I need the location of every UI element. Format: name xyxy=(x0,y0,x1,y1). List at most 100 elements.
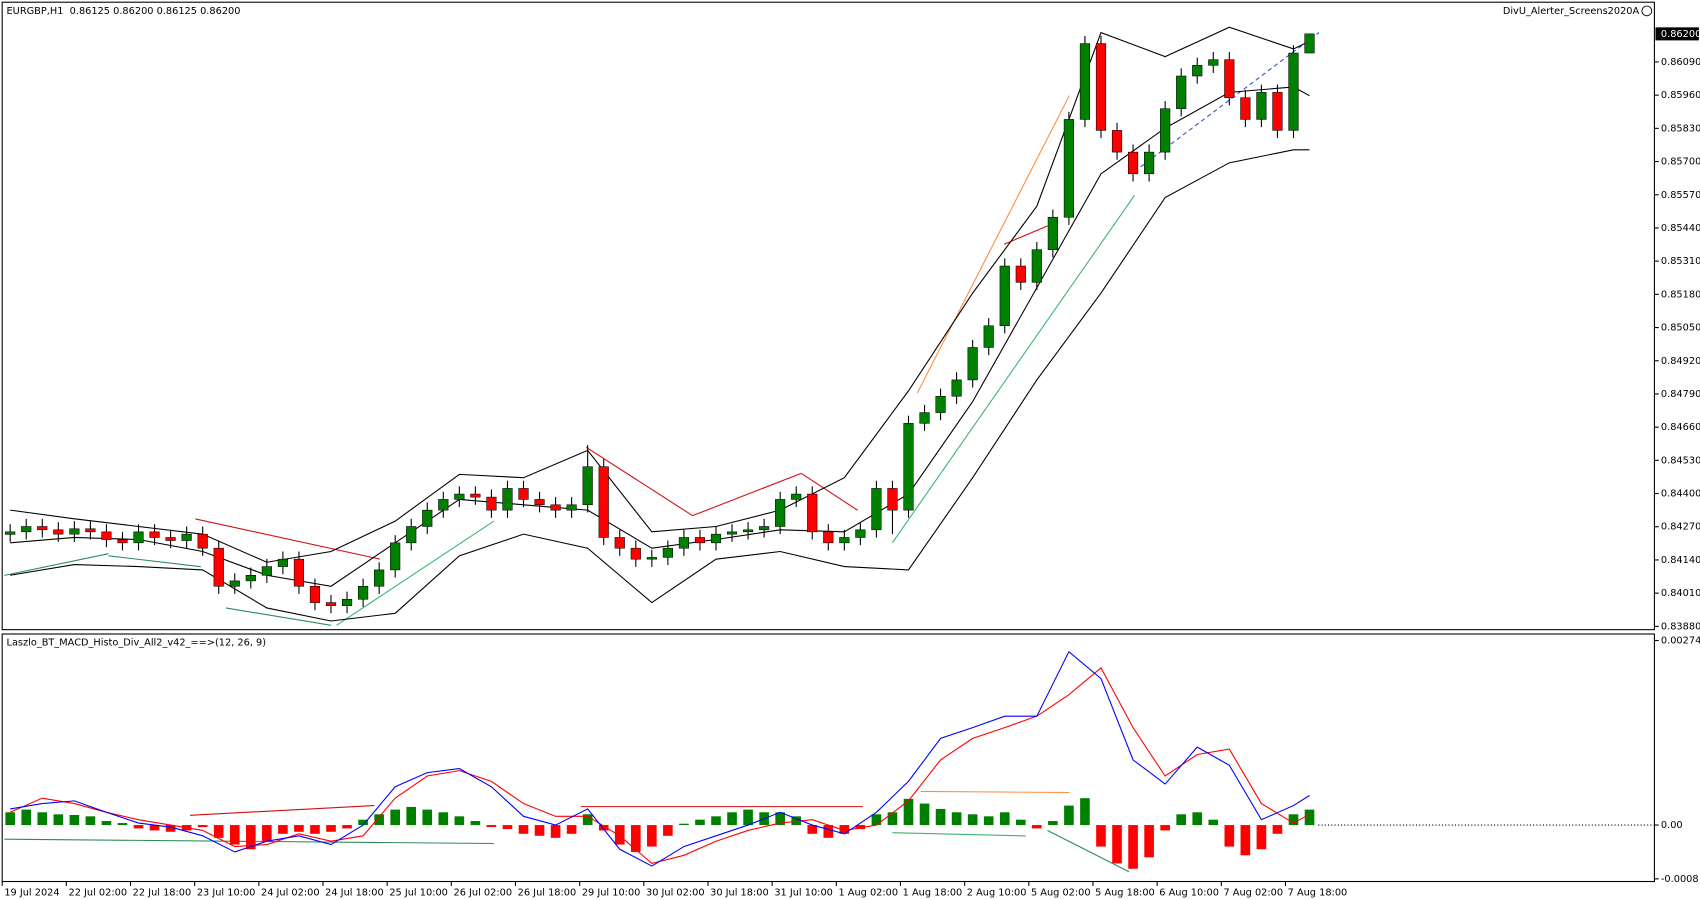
candle-body xyxy=(358,585,369,600)
candle-body xyxy=(85,528,96,533)
histogram-bar xyxy=(262,825,272,842)
candle-body xyxy=(1224,59,1235,98)
candle-body xyxy=(1031,249,1042,283)
candle-body xyxy=(1127,151,1139,175)
histogram-bar xyxy=(679,823,689,826)
trend-line xyxy=(891,195,1135,544)
candle-body xyxy=(759,526,770,531)
candle-body xyxy=(454,493,465,500)
x-tick-label: 5 Aug 18:00 xyxy=(1095,887,1155,898)
x-tick-label: 1 Aug 18:00 xyxy=(903,887,963,898)
histogram-bar xyxy=(919,803,930,826)
candle-body xyxy=(245,574,256,582)
candle-body xyxy=(165,537,176,541)
candle-body xyxy=(309,585,321,603)
x-tick-label: 22 Jul 18:00 xyxy=(133,887,192,898)
histogram-bar xyxy=(1064,805,1074,826)
y-tick-label: 0.85700 xyxy=(1661,157,1700,168)
histogram-bar xyxy=(5,812,16,826)
trend-line xyxy=(585,446,693,517)
candle-body xyxy=(823,531,834,544)
candle-body xyxy=(566,504,577,511)
x-tick-label: 26 Jul 02:00 xyxy=(453,887,512,898)
candle-body xyxy=(967,347,978,381)
candle-body xyxy=(197,533,208,549)
histogram-bar xyxy=(374,814,384,826)
candle-body xyxy=(1144,151,1155,175)
x-tick-label: 30 Jul 02:00 xyxy=(646,887,705,898)
histogram-bar xyxy=(582,814,593,826)
candle-body xyxy=(518,488,529,500)
x-tick-label: 31 Jul 10:00 xyxy=(774,887,833,898)
trend-line xyxy=(108,555,201,568)
x-tick-label: 7 Aug 18:00 xyxy=(1288,887,1348,898)
y-tick-label: 0.83880 xyxy=(1661,621,1700,632)
x-tick-label: 22 Jul 02:00 xyxy=(69,887,128,898)
y-tick-label: 0.85960 xyxy=(1661,90,1700,101)
indicator-icon[interactable] xyxy=(1641,5,1653,17)
candle-body xyxy=(662,547,673,558)
candle-body xyxy=(726,531,738,535)
trend-line xyxy=(189,804,375,816)
histogram-bar xyxy=(903,798,914,826)
candle-body xyxy=(951,379,962,397)
histogram-bar xyxy=(727,812,737,826)
histogram-bar xyxy=(197,825,208,828)
candle-body xyxy=(1240,97,1251,120)
candle-body xyxy=(293,558,305,587)
histogram-bar xyxy=(422,809,433,826)
x-tick-label: 26 Jul 18:00 xyxy=(518,887,577,898)
candle-body xyxy=(261,566,272,576)
candle-body xyxy=(646,557,657,560)
histogram-bar xyxy=(294,825,304,832)
histogram-bar xyxy=(871,814,882,826)
candle-body xyxy=(775,499,786,527)
trend-line xyxy=(4,553,109,576)
histogram-bar xyxy=(518,825,529,834)
y-tick-label: 0.84920 xyxy=(1661,356,1700,367)
candle-body xyxy=(935,395,946,413)
y-tick-label: 0.84140 xyxy=(1661,555,1700,566)
candle-body xyxy=(694,537,706,544)
y-tick-label: 0.86090 xyxy=(1661,57,1700,68)
candle-body xyxy=(1111,130,1123,153)
candle-body xyxy=(213,547,224,587)
trend-line xyxy=(800,472,858,511)
trend-line xyxy=(1047,830,1130,873)
candle-body xyxy=(53,529,64,535)
x-tick-label: 1 Aug 02:00 xyxy=(838,887,898,898)
histogram-bar xyxy=(310,825,320,834)
candle-body xyxy=(614,537,625,549)
histogram-bar xyxy=(438,812,449,826)
price-tag-label: 0.86200 xyxy=(1661,29,1700,40)
candle-body xyxy=(710,533,722,544)
y-tick-label: 0.85180 xyxy=(1661,289,1700,300)
histogram-bar xyxy=(983,816,994,826)
histogram-bar xyxy=(213,825,224,838)
histogram-bar xyxy=(149,825,160,831)
histogram-bar xyxy=(1224,825,1235,847)
candle-body xyxy=(1304,33,1315,54)
candle-body xyxy=(101,531,112,540)
candle-body xyxy=(1063,119,1074,218)
trend-line xyxy=(920,790,1070,794)
candle-body xyxy=(855,529,866,538)
histogram-bar xyxy=(486,825,497,828)
histogram-bar xyxy=(1304,809,1315,826)
trend-line xyxy=(692,472,802,517)
histogram-bar xyxy=(1192,812,1203,826)
candle-body xyxy=(390,542,401,571)
trend-line xyxy=(195,518,381,560)
histogram-bar xyxy=(951,812,962,826)
histogram-bar xyxy=(1256,825,1267,850)
candle-body xyxy=(37,526,48,531)
y-tick-label: 0.85050 xyxy=(1661,323,1700,334)
histogram-bar xyxy=(566,825,577,834)
histogram-bar xyxy=(743,809,753,826)
histogram-bar xyxy=(1015,819,1026,826)
histogram-bar xyxy=(614,825,625,845)
candle-body xyxy=(133,531,144,544)
candle-body xyxy=(438,499,449,511)
